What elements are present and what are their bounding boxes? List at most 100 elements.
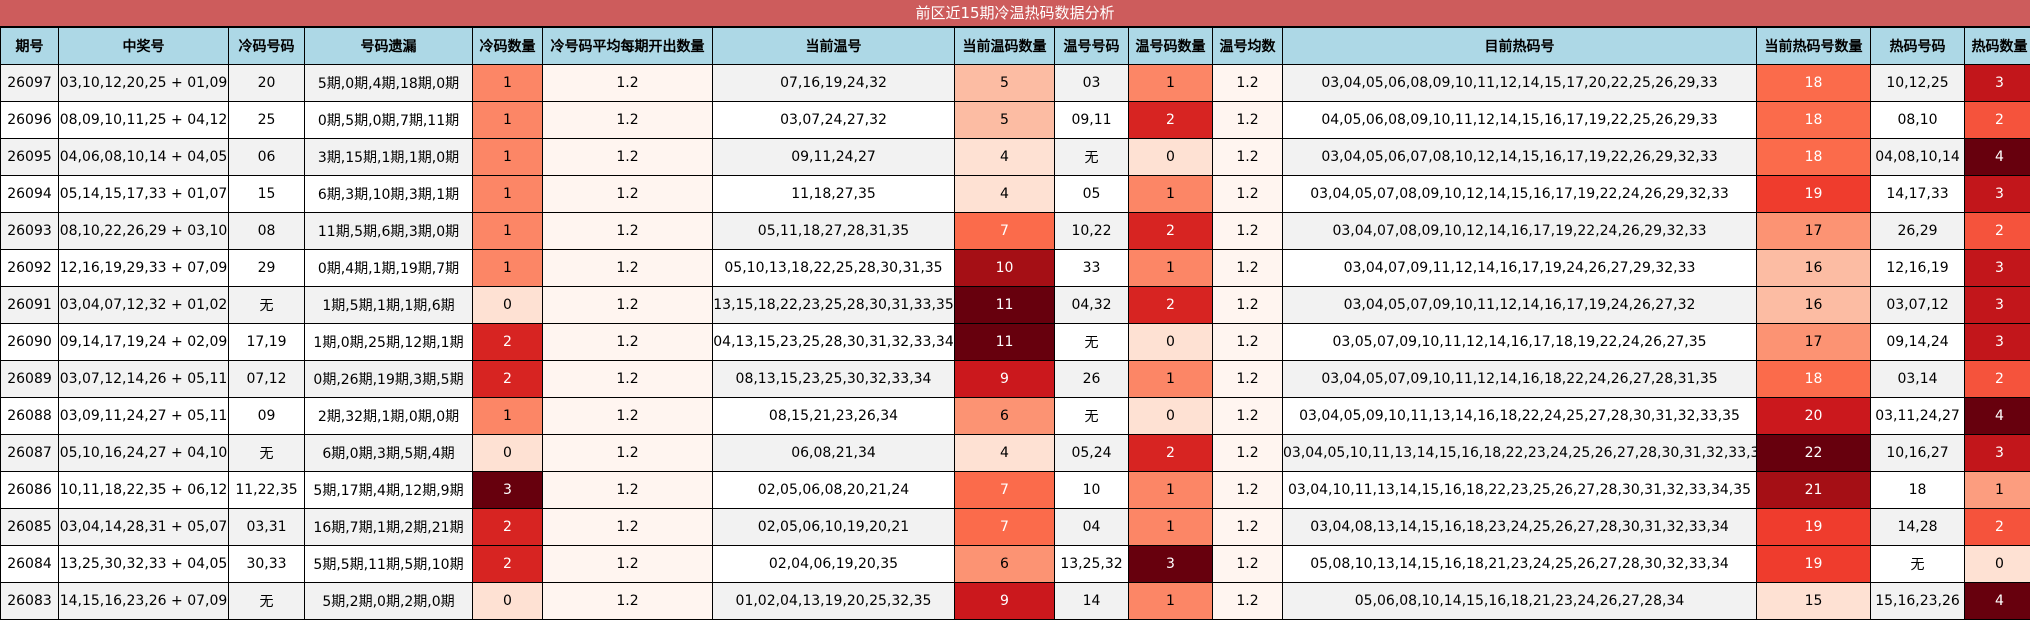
cell-warm-avg: 1.2 xyxy=(1213,213,1283,250)
cell-current-warm: 04,13,15,23,25,28,30,31,32,33,34 xyxy=(713,324,955,361)
cell-cold-avg: 1.2 xyxy=(543,583,713,620)
cell-issue: 26090 xyxy=(1,324,59,361)
cell-hot-count: 3 xyxy=(1965,287,2030,324)
cell-cold-avg: 1.2 xyxy=(543,472,713,509)
cell-warm-avg: 1.2 xyxy=(1213,102,1283,139)
header-winning-numbers: 中奖号 xyxy=(59,28,229,65)
cell-warm-count: 0 xyxy=(1129,324,1213,361)
cell-current-hot-count: 19 xyxy=(1757,509,1871,546)
cell-current-hot-count: 15 xyxy=(1757,583,1871,620)
header-warm-numbers: 温号号码 xyxy=(1055,28,1129,65)
cell-warm-numbers: 04 xyxy=(1055,509,1129,546)
cell-current-warm-count: 11 xyxy=(955,287,1055,324)
cell-current-hot-count: 19 xyxy=(1757,546,1871,583)
cell-warm-numbers: 无 xyxy=(1055,324,1129,361)
cell-current-warm-count: 4 xyxy=(955,139,1055,176)
cell-current-warm-count: 9 xyxy=(955,583,1055,620)
cell-issue: 26092 xyxy=(1,250,59,287)
cell-number-missing: 2期,32期,1期,0期,0期 xyxy=(305,398,473,435)
cell-cold-avg: 1.2 xyxy=(543,509,713,546)
cell-current-warm: 13,15,18,22,23,25,28,30,31,33,35 xyxy=(713,287,955,324)
cell-current-warm: 01,02,04,13,19,20,25,32,35 xyxy=(713,583,955,620)
cell-issue: 26097 xyxy=(1,65,59,102)
cell-cold-numbers: 06 xyxy=(229,139,305,176)
cell-winning-numbers: 13,25,30,32,33 + 04,05 xyxy=(59,546,229,583)
header-cold-avg: 冷号码平均每期开出数量 xyxy=(543,28,713,65)
header-warm-count: 温号码数量 xyxy=(1129,28,1213,65)
cell-current-warm: 02,05,06,08,20,21,24 xyxy=(713,472,955,509)
cell-issue: 26086 xyxy=(1,472,59,509)
cell-hot-numbers: 14,28 xyxy=(1871,509,1965,546)
cell-warm-count: 3 xyxy=(1129,546,1213,583)
cell-winning-numbers: 09,14,17,19,24 + 02,09 xyxy=(59,324,229,361)
cell-warm-count: 1 xyxy=(1129,176,1213,213)
cell-hot-count: 1 xyxy=(1965,472,2030,509)
cell-warm-count: 0 xyxy=(1129,139,1213,176)
cell-warm-avg: 1.2 xyxy=(1213,361,1283,398)
cell-issue: 26096 xyxy=(1,102,59,139)
cell-cold-count: 1 xyxy=(473,250,543,287)
cell-hot-count: 3 xyxy=(1965,176,2030,213)
cell-current-hot: 03,04,05,10,11,13,14,15,16,18,22,23,24,2… xyxy=(1283,435,1757,472)
cell-warm-numbers: 10,22 xyxy=(1055,213,1129,250)
header-current-hot: 目前热码号 xyxy=(1283,28,1757,65)
cell-hot-count: 0 xyxy=(1965,546,2030,583)
header-cold-numbers: 冷码号码 xyxy=(229,28,305,65)
cell-winning-numbers: 14,15,16,23,26 + 07,09 xyxy=(59,583,229,620)
cell-cold-numbers: 08 xyxy=(229,213,305,250)
cell-number-missing: 5期,2期,0期,2期,0期 xyxy=(305,583,473,620)
cell-current-hot: 03,04,07,09,11,12,14,16,17,19,24,26,27,2… xyxy=(1283,250,1757,287)
cell-current-hot-count: 18 xyxy=(1757,139,1871,176)
cell-current-hot: 05,06,08,10,14,15,16,18,21,23,24,26,27,2… xyxy=(1283,583,1757,620)
cell-cold-avg: 1.2 xyxy=(543,139,713,176)
cell-warm-avg: 1.2 xyxy=(1213,435,1283,472)
cell-current-warm-count: 11 xyxy=(955,324,1055,361)
cell-cold-count: 1 xyxy=(473,65,543,102)
cell-warm-numbers: 04,32 xyxy=(1055,287,1129,324)
cell-number-missing: 5期,5期,11期,5期,10期 xyxy=(305,546,473,583)
cell-current-hot: 03,04,10,11,13,14,15,16,18,22,23,25,26,2… xyxy=(1283,472,1757,509)
cell-current-warm: 09,11,24,27 xyxy=(713,139,955,176)
cell-number-missing: 3期,15期,1期,1期,0期 xyxy=(305,139,473,176)
cell-cold-avg: 1.2 xyxy=(543,213,713,250)
cell-cold-avg: 1.2 xyxy=(543,546,713,583)
cell-hot-numbers: 08,10 xyxy=(1871,102,1965,139)
cell-current-warm-count: 7 xyxy=(955,509,1055,546)
cell-hot-numbers: 03,11,24,27 xyxy=(1871,398,1965,435)
cell-cold-count: 2 xyxy=(473,324,543,361)
cell-issue: 26087 xyxy=(1,435,59,472)
cell-cold-count: 2 xyxy=(473,361,543,398)
cell-current-hot: 03,04,05,06,08,09,10,11,12,14,15,17,20,2… xyxy=(1283,65,1757,102)
cell-hot-count: 2 xyxy=(1965,213,2030,250)
cell-warm-avg: 1.2 xyxy=(1213,472,1283,509)
cell-current-hot: 03,04,05,07,08,09,10,12,14,15,16,17,19,2… xyxy=(1283,176,1757,213)
cell-hot-numbers: 03,14 xyxy=(1871,361,1965,398)
cell-cold-avg: 1.2 xyxy=(543,324,713,361)
cell-current-warm: 05,11,18,27,28,31,35 xyxy=(713,213,955,250)
cell-current-warm-count: 7 xyxy=(955,213,1055,250)
cell-number-missing: 6期,3期,10期,3期,1期 xyxy=(305,176,473,213)
cell-current-warm: 08,13,15,23,25,30,32,33,34 xyxy=(713,361,955,398)
header-current-hot-count: 当前热码号数量 xyxy=(1757,28,1871,65)
cell-cold-count: 0 xyxy=(473,435,543,472)
cell-warm-avg: 1.2 xyxy=(1213,398,1283,435)
cell-hot-count: 3 xyxy=(1965,324,2030,361)
cell-issue: 26095 xyxy=(1,139,59,176)
cell-hot-count: 3 xyxy=(1965,65,2030,102)
cell-current-warm-count: 10 xyxy=(955,250,1055,287)
cell-current-hot-count: 22 xyxy=(1757,435,1871,472)
cell-warm-avg: 1.2 xyxy=(1213,324,1283,361)
cell-winning-numbers: 05,14,15,17,33 + 01,07 xyxy=(59,176,229,213)
cell-current-warm: 02,04,06,19,20,35 xyxy=(713,546,955,583)
cell-cold-numbers: 无 xyxy=(229,435,305,472)
cell-warm-avg: 1.2 xyxy=(1213,583,1283,620)
cell-warm-numbers: 14 xyxy=(1055,583,1129,620)
cell-winning-numbers: 10,11,18,22,35 + 06,12 xyxy=(59,472,229,509)
cell-warm-count: 0 xyxy=(1129,398,1213,435)
